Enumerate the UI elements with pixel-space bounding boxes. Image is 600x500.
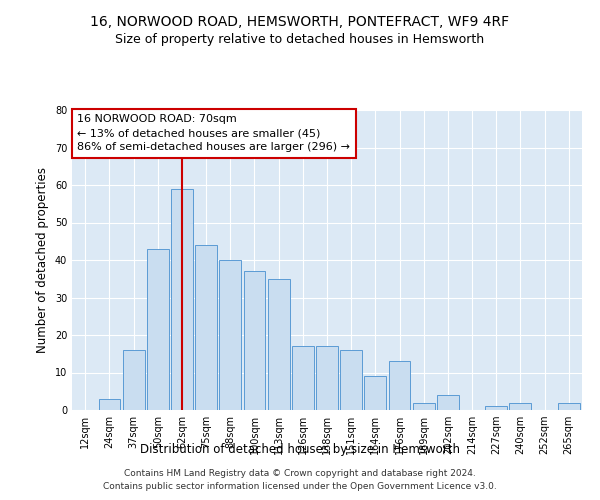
Bar	[413, 402, 434, 410]
Bar	[244, 271, 265, 410]
Bar	[292, 346, 314, 410]
Text: Distribution of detached houses by size in Hemsworth: Distribution of detached houses by size …	[140, 442, 460, 456]
Bar	[98, 399, 121, 410]
Bar	[220, 260, 241, 410]
Bar	[340, 350, 362, 410]
Bar	[123, 350, 145, 410]
Bar	[316, 346, 338, 410]
Bar	[364, 376, 386, 410]
Y-axis label: Number of detached properties: Number of detached properties	[36, 167, 49, 353]
Bar	[558, 402, 580, 410]
Bar	[437, 395, 459, 410]
Bar	[195, 245, 217, 410]
Text: 16, NORWOOD ROAD, HEMSWORTH, PONTEFRACT, WF9 4RF: 16, NORWOOD ROAD, HEMSWORTH, PONTEFRACT,…	[91, 15, 509, 29]
Bar	[485, 406, 507, 410]
Bar	[389, 361, 410, 410]
Bar	[147, 248, 169, 410]
Bar	[509, 402, 531, 410]
Bar	[171, 188, 193, 410]
Bar	[268, 279, 290, 410]
Text: Contains public sector information licensed under the Open Government Licence v3: Contains public sector information licen…	[103, 482, 497, 491]
Text: Size of property relative to detached houses in Hemsworth: Size of property relative to detached ho…	[115, 32, 485, 46]
Text: 16 NORWOOD ROAD: 70sqm
← 13% of detached houses are smaller (45)
86% of semi-det: 16 NORWOOD ROAD: 70sqm ← 13% of detached…	[77, 114, 350, 152]
Text: Contains HM Land Registry data © Crown copyright and database right 2024.: Contains HM Land Registry data © Crown c…	[124, 468, 476, 477]
